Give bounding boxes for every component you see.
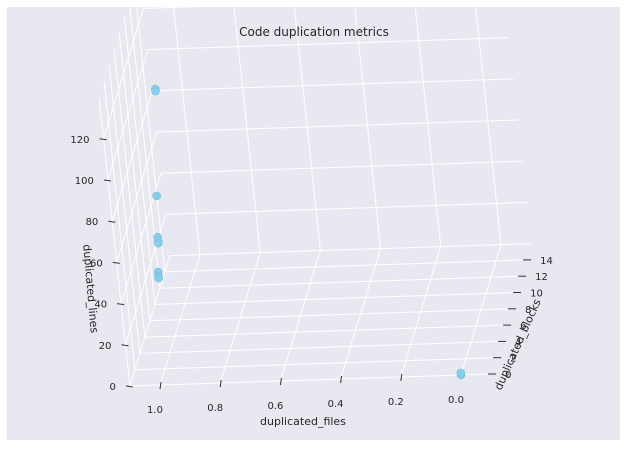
x-tick-label: 0.4 [328, 399, 344, 410]
z-tick-label: 60 [90, 258, 103, 269]
side-gridline-z [116, 131, 158, 263]
y-tick-label: 4 [515, 337, 521, 348]
floor-gridline-y [144, 324, 507, 338]
side-gridline-y [123, 16, 156, 305]
back-gridline-x [172, 0, 201, 255]
scatter-point [151, 86, 160, 96]
x-axis-label: duplicated_files [260, 415, 346, 428]
x-tick-mark [279, 377, 282, 386]
z-tick-mark [121, 344, 129, 347]
back-pane [166, 48, 507, 261]
side-gridline-y [113, 48, 146, 338]
x-tick-mark [159, 381, 162, 390]
back-gridline-x [413, 0, 442, 247]
side-gridline-y [118, 32, 151, 321]
x-tick-mark [400, 373, 403, 382]
y-tick-label: 0 [505, 370, 511, 381]
z-tick-mark [99, 138, 107, 141]
x-tick-label: 1.0 [147, 405, 163, 416]
side-gridline-y [108, 64, 141, 354]
back-gridline-x [474, 0, 502, 245]
back-gridline-x [232, 0, 261, 253]
scatter-point [152, 191, 161, 201]
y-tick-label: 10 [530, 289, 543, 300]
y-axis-ticks: 0 2 4 6 8 10 12 14 [488, 256, 553, 381]
back-gridline-x [353, 0, 382, 249]
scatter-point [456, 368, 466, 378]
z-tick-mark [125, 385, 133, 388]
scatter-point [154, 273, 163, 283]
z-axis-ticks: 0 20 40 60 80 100 120 [70, 135, 133, 393]
back-gridline-z [169, 243, 532, 257]
z-tick-mark [103, 179, 111, 182]
x-tick-label: 0.6 [267, 401, 283, 412]
x-tick-mark [340, 375, 343, 384]
z-tick-label: 20 [99, 341, 112, 352]
x-tick-label: 0.0 [448, 395, 464, 406]
y-tick-label: 12 [535, 272, 548, 283]
y-tick-label: 8 [525, 305, 531, 316]
z-tick-mark [112, 261, 120, 264]
floor-gridline-y [139, 340, 502, 354]
side-gridline-z [111, 90, 153, 222]
side-gridline-y [135, 0, 166, 272]
z-tick-label: 0 [110, 382, 116, 393]
x-tick-mark [219, 379, 222, 388]
side-gridline-y [103, 81, 136, 370]
y-tick-label: 14 [540, 256, 553, 267]
z-tick-mark [108, 220, 116, 223]
back-gridline-x [293, 0, 321, 251]
z-tick-label: 100 [75, 176, 94, 187]
back-gridline-z [165, 201, 527, 215]
back-gridline-z [147, 37, 510, 51]
scatter-point [154, 238, 163, 248]
floor-gridline-y [149, 308, 512, 322]
back-gridline-z [152, 78, 514, 92]
side-gridline-z [103, 8, 144, 139]
chart-title: Code duplication metrics [239, 25, 389, 39]
x-tick-label: 0.2 [388, 397, 404, 408]
z-tick-label: 40 [94, 300, 107, 311]
z-tick-mark [117, 303, 125, 306]
floor-gridline-y [129, 373, 492, 387]
floor-gridline-y [164, 259, 527, 273]
x-tick-label: 0.8 [207, 403, 223, 414]
floor-gridline-y [159, 275, 522, 289]
back-gridline-z [161, 160, 523, 174]
side-gridline-z [129, 255, 171, 387]
back-gridline-z [143, 0, 412, 9]
z-tick-label: 120 [70, 135, 89, 146]
side-gridline-y [98, 97, 131, 387]
floor-gridline-y [134, 357, 497, 371]
y-tick-label: 2 [510, 354, 516, 365]
z-tick-label: 80 [86, 217, 99, 228]
back-gridline-z [156, 119, 518, 133]
x-axis-ticks: 1.0 0.8 0.6 0.4 0.2 0.0 [147, 371, 464, 416]
floor-gridline-y [154, 292, 517, 305]
data-points [151, 84, 466, 380]
left-pane [126, 48, 170, 372]
y-tick-label: 6 [520, 321, 526, 332]
side-gridline-z [107, 49, 149, 181]
